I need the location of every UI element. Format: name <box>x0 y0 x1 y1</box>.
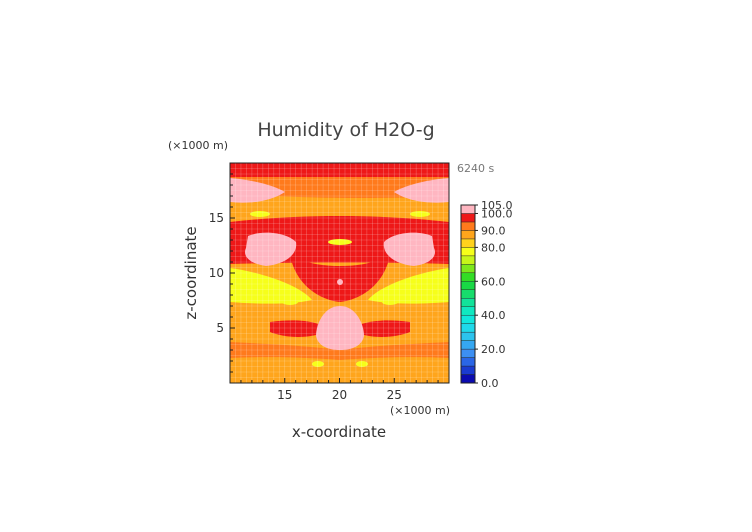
x-axis-label: x-coordinate <box>292 423 386 441</box>
field-region <box>394 178 449 203</box>
field-region <box>312 361 324 367</box>
axes: 15 20 25 5 10 15 <box>209 173 439 402</box>
colorbar-tick-label: 40.0 <box>481 309 506 322</box>
field-region <box>410 211 430 217</box>
field-region <box>250 211 270 217</box>
colorbar-tick-label: 0.0 <box>481 377 499 390</box>
colorbar-swatch <box>460 314 476 324</box>
field-region <box>230 342 449 360</box>
y-unit-label: (×1000 m) <box>168 139 228 152</box>
y-tick-label: 5 <box>216 321 224 335</box>
colorbar-swatch <box>460 306 476 316</box>
colorbar-swatch <box>460 213 476 223</box>
colorbar-swatch <box>460 255 476 265</box>
colorbar-tick-label: 60.0 <box>481 275 506 288</box>
y-tick-label: 10 <box>209 266 224 280</box>
x-tick-label: 25 <box>387 388 402 402</box>
colorbar-swatch <box>460 221 476 231</box>
colorbar-tick-label: 105.0 <box>481 199 513 212</box>
colorbar-swatch <box>460 272 476 282</box>
field-region <box>368 268 449 304</box>
colorbar-tick-label: 20.0 <box>481 343 506 356</box>
colorbar-swatch <box>460 348 476 358</box>
colorbar-tick-label: 100.0 <box>481 207 513 220</box>
colorbar-swatch <box>460 230 476 240</box>
colorbar-swatch <box>460 331 476 341</box>
colorbar-tick-label: 90.0 <box>481 224 506 237</box>
colorbar-swatch <box>460 264 476 274</box>
colorbar-swatch <box>460 298 476 307</box>
field-region <box>290 254 390 302</box>
colorbar-swatch <box>460 365 476 375</box>
colorbar-swatch <box>460 289 476 299</box>
time-label: 6240 s <box>457 162 494 175</box>
field-region <box>328 239 352 245</box>
colorbar-swatch <box>460 323 476 333</box>
field-region <box>230 163 449 177</box>
field-region <box>282 299 298 305</box>
y-axis-label: z-coordinate <box>182 226 200 319</box>
colorbar-swatch <box>460 204 476 214</box>
humidity-field <box>230 163 449 383</box>
field-region <box>383 232 436 266</box>
colorbar-swatch <box>460 357 476 367</box>
colorbar-swatch <box>460 374 476 384</box>
field-region <box>270 320 330 337</box>
field-region <box>316 306 364 350</box>
y-tick-label: 15 <box>209 211 224 225</box>
cell-grid <box>230 163 449 383</box>
x-unit-label: (×1000 m) <box>390 404 450 417</box>
field-region <box>230 268 312 304</box>
chart-title: Humidity of H2O-g <box>257 119 434 141</box>
field-region <box>230 178 285 203</box>
colorbar-swatch <box>460 247 476 257</box>
colorbar-swatch <box>460 281 476 290</box>
field-region <box>356 361 368 367</box>
colorbar-swatch <box>460 238 476 248</box>
field-region <box>382 299 398 305</box>
x-tick-label: 15 <box>277 388 292 402</box>
colorbar-frame <box>460 204 476 384</box>
field-region <box>350 320 410 337</box>
field-region <box>337 279 343 285</box>
colorbar-tick-label: 80.0 <box>481 241 506 254</box>
x-tick-label: 20 <box>332 388 347 402</box>
field-region <box>230 177 449 198</box>
colorbar-swatch <box>460 340 476 350</box>
field-region <box>244 232 297 266</box>
